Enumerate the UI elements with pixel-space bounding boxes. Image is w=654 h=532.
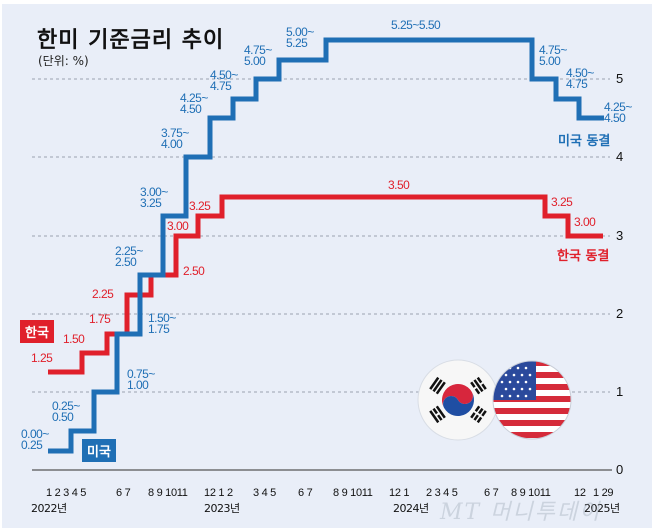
y-tick-2: 2 [616,306,624,321]
korea-freeze-label: 한국 동결 [557,249,610,264]
x-month-label: 6 7 [484,487,499,499]
x-year-label: 2022년 [31,502,67,515]
us-rate-label: 4.75~ 5.00 [539,43,567,68]
us-flag-icon [492,360,572,440]
korea-flag-icon [417,359,499,441]
x-month-label: 12 1 2 [204,487,233,499]
y-tick-4: 4 [616,149,624,164]
us-rate-label: 0.00~ 0.25 [21,427,49,452]
us-freeze-label: 미국 동결 [558,134,611,149]
us-rate-label: 4.50~ 4.75 [566,66,594,91]
us-rate-label: 0.75~ 1.00 [127,367,155,392]
y-tick-1: 1 [616,384,624,399]
us-legend-badge: 미국 [82,439,116,462]
x-year-label: 2023년 [204,502,240,515]
chart-title: 한미 기준금리 추이 [37,28,225,53]
us-rate-label: 4.25~ 4.50 [180,91,208,116]
korea-rate-label: 3.25 [189,199,211,213]
y-tick-5: 5 [616,71,624,86]
us-rate-label: 3.00~ 3.25 [140,185,168,210]
korea-rate-label: 1.50 [63,332,85,346]
korea-rate-label: 1.75 [89,312,111,326]
us-rate-label: 4.50~ 4.75 [210,68,238,93]
x-month-label: 6 7 [298,487,313,499]
y-tick-3: 3 [616,228,624,243]
watermark: MT 머니투데이 [440,500,602,525]
us-rate-label: 2.25~ 2.50 [115,244,143,269]
korea-rate-label: 2.50 [183,264,205,278]
x-month-label: 6 7 [116,487,131,499]
us-rate-label: 4.75~ 5.00 [244,43,272,68]
x-year-label: 2024년 [393,502,429,515]
x-month-label: 8 9 1011 [148,487,188,499]
x-month-label: 12 [574,487,586,499]
x-month-label: 1 29 [593,487,614,499]
korea-rate-label: 2.25 [92,287,114,301]
us-rate-label: 5.00~ 5.25 [286,25,314,50]
us-rate-line [48,37,604,454]
korea-rate-label: 3.25 [551,195,573,209]
us-rate-label: 0.25~ 0.50 [52,399,80,424]
x-month-label: 8 9 1011 [333,487,373,499]
x-month-label: 2 3 4 5 [426,487,458,499]
korea-rate-label: 1.25 [31,351,53,365]
korea-rate-label: 3.50 [388,178,410,192]
us-rate-label: 5.25~5.50 [391,18,441,32]
korea-rate-line [48,194,603,375]
x-month-label: 8 9 1011 [511,487,551,499]
us-rate-label: 3.75~ 4.00 [161,126,189,151]
x-month-label: 12 1 [389,487,410,499]
us-rate-label: 1.50~ 1.75 [148,311,176,336]
x-month-label: 1 2 3 4 5 [46,487,87,499]
korea-legend-badge: 한국 [20,320,54,343]
x-month-label: 3 4 5 [253,487,276,499]
y-tick-0: 0 [616,462,624,477]
unit-label: (단위: %) [38,54,89,68]
x-year-label: 2025년 [584,502,620,515]
korea-rate-label: 3.00 [167,219,189,233]
korea-rate-label: 3.00 [574,215,596,229]
us-rate-label: 4.25~ 4.50 [604,100,632,125]
